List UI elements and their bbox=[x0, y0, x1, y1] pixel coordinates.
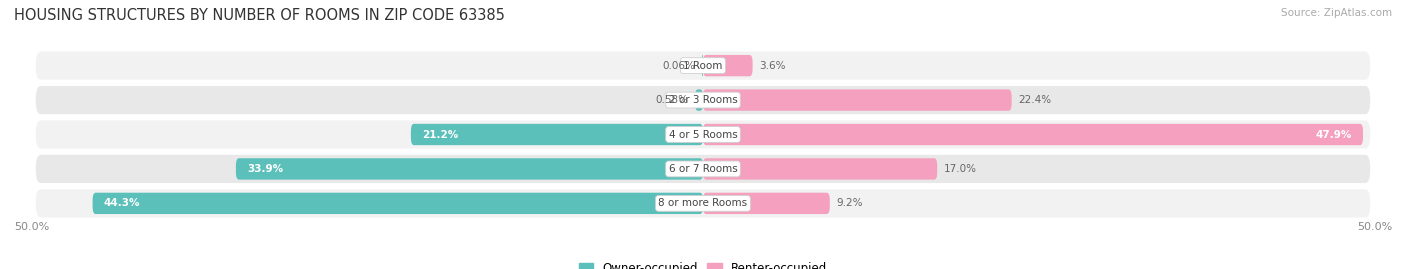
Text: 8 or more Rooms: 8 or more Rooms bbox=[658, 198, 748, 208]
Text: 50.0%: 50.0% bbox=[1357, 222, 1392, 232]
FancyBboxPatch shape bbox=[93, 193, 703, 214]
FancyBboxPatch shape bbox=[703, 89, 1012, 111]
FancyBboxPatch shape bbox=[35, 188, 1371, 218]
Text: Source: ZipAtlas.com: Source: ZipAtlas.com bbox=[1281, 8, 1392, 18]
Legend: Owner-occupied, Renter-occupied: Owner-occupied, Renter-occupied bbox=[574, 258, 832, 269]
Text: 22.4%: 22.4% bbox=[1018, 95, 1052, 105]
Text: 17.0%: 17.0% bbox=[945, 164, 977, 174]
FancyBboxPatch shape bbox=[35, 119, 1371, 150]
Text: 2 or 3 Rooms: 2 or 3 Rooms bbox=[669, 95, 737, 105]
FancyBboxPatch shape bbox=[35, 51, 1371, 81]
Text: 47.9%: 47.9% bbox=[1316, 129, 1353, 140]
FancyBboxPatch shape bbox=[703, 55, 752, 76]
Text: 1 Room: 1 Room bbox=[683, 61, 723, 71]
FancyBboxPatch shape bbox=[703, 193, 830, 214]
Text: 0.06%: 0.06% bbox=[662, 61, 696, 71]
FancyBboxPatch shape bbox=[35, 85, 1371, 115]
Text: 4 or 5 Rooms: 4 or 5 Rooms bbox=[669, 129, 737, 140]
Text: 6 or 7 Rooms: 6 or 7 Rooms bbox=[669, 164, 737, 174]
Text: HOUSING STRUCTURES BY NUMBER OF ROOMS IN ZIP CODE 63385: HOUSING STRUCTURES BY NUMBER OF ROOMS IN… bbox=[14, 8, 505, 23]
Text: 0.58%: 0.58% bbox=[655, 95, 688, 105]
Text: 50.0%: 50.0% bbox=[14, 222, 49, 232]
FancyBboxPatch shape bbox=[236, 158, 703, 180]
Text: 33.9%: 33.9% bbox=[247, 164, 283, 174]
Text: 9.2%: 9.2% bbox=[837, 198, 863, 208]
FancyBboxPatch shape bbox=[695, 89, 703, 111]
Text: 3.6%: 3.6% bbox=[759, 61, 786, 71]
FancyBboxPatch shape bbox=[703, 124, 1362, 145]
Text: 21.2%: 21.2% bbox=[422, 129, 458, 140]
Text: 44.3%: 44.3% bbox=[104, 198, 141, 208]
FancyBboxPatch shape bbox=[411, 124, 703, 145]
FancyBboxPatch shape bbox=[35, 154, 1371, 184]
FancyBboxPatch shape bbox=[703, 158, 938, 180]
